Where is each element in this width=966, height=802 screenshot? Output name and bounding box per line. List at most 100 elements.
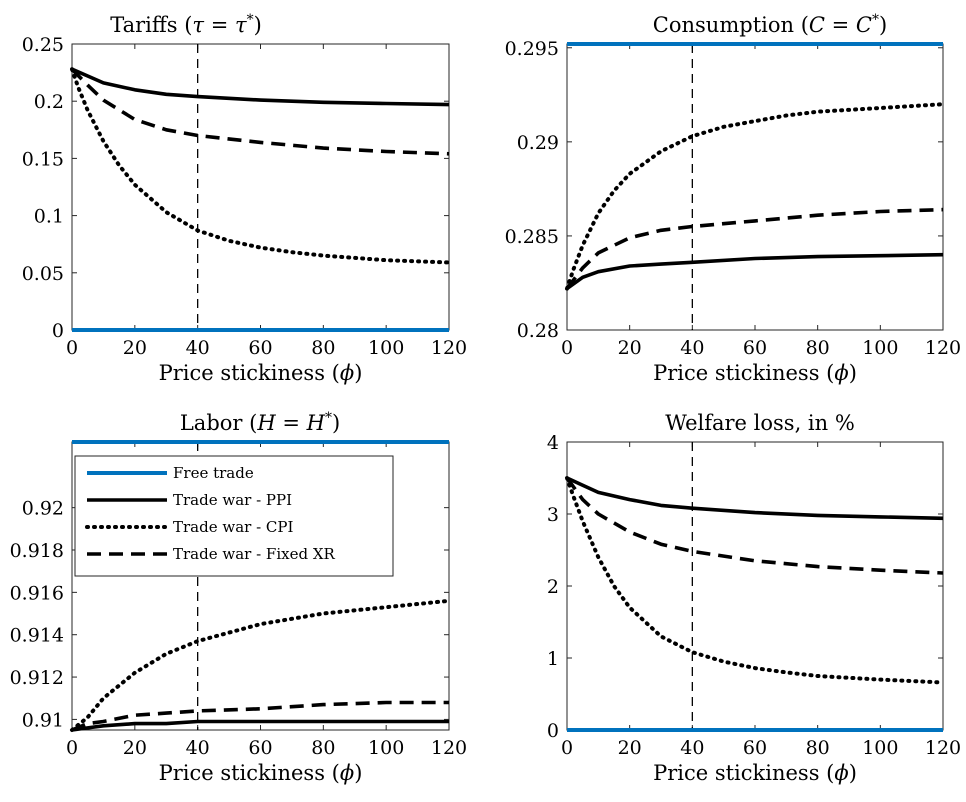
x-axis-label-part: Price stickiness (	[159, 761, 340, 785]
x-axis-label-part: ϕ	[834, 361, 848, 385]
x-axis-label-part: )	[849, 761, 857, 785]
x-tick-label: 40	[186, 337, 210, 359]
legend-box	[74, 455, 394, 577]
panel-title-part: =	[204, 13, 235, 37]
y-tick-label: 0.15	[22, 148, 64, 170]
x-tick-label: 120	[431, 737, 467, 759]
panel-title-part: Tariffs (	[110, 13, 192, 37]
x-tick-label: 60	[248, 737, 272, 759]
x-tick-label: 40	[186, 737, 210, 759]
x-tick-label: 100	[368, 337, 404, 359]
panel-title: Consumption (C = C*)	[653, 12, 887, 37]
y-tick-label: 0.295	[505, 38, 559, 60]
y-tick-label: 0.29	[517, 132, 559, 154]
x-tick-label: 80	[806, 337, 830, 359]
x-tick-label: 20	[618, 737, 642, 759]
x-tick-label: 40	[680, 337, 704, 359]
series-line-trade-war-fixed-xr	[565, 476, 944, 575]
y-tick-label: 0.05	[22, 263, 64, 285]
panel-title: Tariffs (τ = τ*)	[110, 12, 262, 37]
legend-label: Trade war - CPI	[173, 518, 293, 536]
x-axis-label-part: Price stickiness (	[653, 361, 834, 385]
x-axis-label-part: Price stickiness (	[653, 761, 834, 785]
y-tick-label: 0.91	[22, 709, 64, 731]
x-axis-label-part: )	[354, 761, 362, 785]
x-tick-label: 60	[743, 337, 767, 359]
x-axis-label-part: ϕ	[340, 761, 354, 785]
series-line-trade-war-ppi	[566, 476, 944, 521]
x-tick-label: 80	[311, 337, 335, 359]
x-tick-label: 80	[311, 737, 335, 759]
x-axis-label: Price stickiness (ϕ)	[159, 361, 363, 385]
x-tick-label: 100	[368, 737, 404, 759]
y-tick-label: 0.25	[22, 34, 64, 56]
panel-labor: 0 20 40 60 80 100 120 0.91 0.912 0.914 0.916 0.918 0…	[10, 410, 468, 785]
x-tick-label: 100	[862, 337, 898, 359]
y-tick-label: 3	[547, 504, 559, 526]
legend: Free trade Trade war - PPI Trade war - CPI…	[74, 455, 394, 577]
x-tick-label: 120	[925, 737, 961, 759]
y-tick-label: 0	[547, 720, 559, 742]
y-tick-label: 0.28	[517, 320, 559, 342]
panel-title: Labor (H = H*)	[180, 410, 340, 435]
x-axis-label-part: )	[354, 361, 362, 385]
y-tick-label: 0.918	[10, 540, 64, 562]
panel-title-part: )	[254, 13, 262, 37]
x-tick-label: 100	[862, 737, 898, 759]
panel-title-part: *	[872, 12, 879, 28]
x-axis-label-part: Price stickiness (	[159, 361, 340, 385]
panel-consumption: 0 20 40 60 80 100 120 0.28 0.285 0.29 0.295 Consump…	[505, 12, 962, 385]
x-axis-label: Price stickiness (ϕ)	[653, 361, 857, 385]
x-axis-label-part: ϕ	[340, 361, 354, 385]
panel-title-part: )	[879, 13, 887, 37]
x-axis-label: Price stickiness (ϕ)	[159, 761, 363, 785]
panel-title-part: =	[276, 411, 307, 435]
x-tick-label: 20	[123, 737, 147, 759]
legend-label: Trade war - PPI	[173, 491, 292, 509]
panel-title-part: =	[825, 13, 856, 37]
legend-label: Free trade	[173, 464, 254, 482]
panel-title-part: Labor (	[180, 411, 257, 435]
panel-title-part: τ	[192, 13, 204, 37]
x-tick-label: 20	[618, 337, 642, 359]
panel-title-part: Consumption (	[653, 13, 809, 37]
y-tick-label: 0.92	[22, 498, 64, 520]
panel-title-part: )	[332, 411, 340, 435]
x-tick-label: 0	[561, 737, 573, 759]
x-tick-label: 40	[680, 737, 704, 759]
panel-title-part: *	[247, 12, 254, 28]
panel-title-part: *	[325, 410, 332, 426]
series-line-trade-war-cpi	[70, 598, 451, 732]
x-tick-label: 0	[561, 337, 573, 359]
series-line-trade-war-cpi	[70, 67, 451, 265]
axes-frame	[566, 441, 944, 731]
y-tick-label: 0.914	[10, 625, 64, 647]
y-tick-label: 4	[547, 432, 559, 454]
x-axis-label-part: ϕ	[834, 761, 848, 785]
y-tick-label: 0.2	[34, 91, 64, 113]
series-line-trade-war-fixed-xr	[70, 67, 450, 156]
y-tick-label: 0	[52, 320, 64, 342]
legend-label: Trade war - Fixed XR	[173, 545, 336, 563]
x-tick-label: 0	[66, 737, 78, 759]
series-line-trade-war-cpi	[565, 102, 945, 291]
series-line-trade-war-ppi	[565, 252, 944, 291]
y-tick-label: 0.285	[505, 226, 559, 248]
x-axis-label-part: )	[849, 361, 857, 385]
y-tick-label: 0.1	[34, 206, 64, 228]
panel-welfare: 0 20 40 60 80 100 120 0 1 2 3 4 Welfare loss, in % Pr…	[547, 411, 961, 785]
x-tick-label: 20	[123, 337, 147, 359]
x-tick-label: 60	[743, 737, 767, 759]
panel-title-part: Welfare loss, in %	[665, 411, 855, 435]
panel-title-part: τ	[235, 13, 247, 37]
series-line-trade-war-ppi	[71, 67, 450, 107]
x-tick-label: 120	[431, 337, 467, 359]
y-tick-label: 0.916	[10, 582, 64, 604]
x-tick-label: 80	[806, 737, 830, 759]
panel-title-part: H	[306, 411, 326, 435]
x-tick-label: 60	[248, 337, 272, 359]
series-line-trade-war-fixed-xr	[565, 207, 944, 290]
panel-title-part: C	[809, 13, 825, 37]
panel-title-part: H	[256, 411, 276, 435]
